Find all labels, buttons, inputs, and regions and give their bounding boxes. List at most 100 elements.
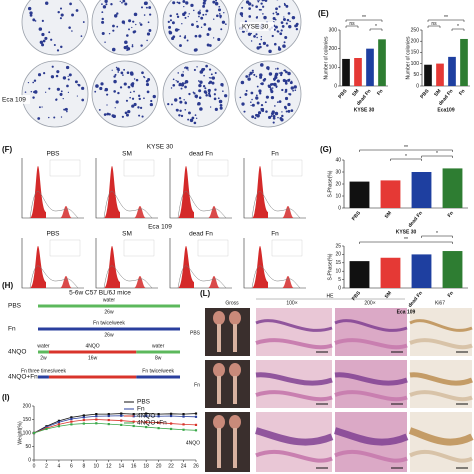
- colony: [146, 39, 148, 42]
- colony: [195, 117, 198, 119]
- colony: [104, 0, 108, 3]
- y-tick-label: 150: [23, 417, 32, 423]
- colony: [250, 104, 252, 107]
- bar: [354, 58, 362, 86]
- esophagus: [217, 324, 221, 352]
- colony: [178, 114, 181, 117]
- label-bg: [0, 95, 30, 104]
- colony: [50, 75, 55, 79]
- colony: [33, 90, 38, 94]
- colony: [288, 24, 292, 29]
- colony: [281, 114, 284, 118]
- group-label: PBS: [46, 231, 60, 238]
- y-tick-label: 20: [335, 252, 341, 258]
- colony: [290, 86, 294, 90]
- colony: [185, 1, 189, 5]
- colony: [248, 75, 250, 78]
- colony: [197, 80, 200, 82]
- colony: [202, 13, 205, 16]
- g1-peak: [30, 166, 46, 218]
- g2-peak: [60, 206, 72, 218]
- colony: [214, 71, 217, 74]
- colony: [192, 91, 195, 94]
- sig-label: *: [436, 151, 438, 157]
- x-tick-label: 24: [181, 463, 187, 469]
- label-bg: [240, 22, 274, 31]
- colony: [278, 100, 282, 103]
- colony: [282, 18, 286, 22]
- colony: [133, 78, 136, 80]
- marker: [82, 418, 85, 422]
- colony: [127, 85, 131, 89]
- segment: [136, 375, 180, 379]
- x-axis-label: KYSE 30: [396, 229, 417, 235]
- colony: [178, 97, 182, 100]
- colony: [241, 6, 244, 9]
- y-tick-label: 0: [338, 285, 341, 291]
- colony: [219, 103, 223, 107]
- colony: [262, 13, 264, 15]
- bar: [342, 58, 350, 86]
- colony: [245, 89, 248, 92]
- colony: [59, 17, 62, 20]
- colony: [275, 7, 278, 11]
- colony: [148, 29, 152, 32]
- colony: [137, 106, 140, 109]
- colony: [280, 21, 284, 24]
- colony: [290, 109, 294, 112]
- colony: [218, 13, 221, 15]
- colony: [187, 69, 189, 71]
- colony: [133, 102, 137, 107]
- colony: [191, 23, 194, 27]
- dish: [91, 0, 159, 56]
- bar: [411, 254, 432, 288]
- group-label: Fn: [271, 231, 279, 238]
- weeks-label: 26w: [104, 309, 114, 315]
- colony: [256, 101, 260, 105]
- colony: [194, 94, 199, 98]
- marker: [120, 419, 123, 422]
- colony: [148, 6, 152, 9]
- colony: [280, 29, 283, 32]
- x-tick-label: SM: [384, 290, 393, 300]
- colony: [187, 118, 190, 121]
- colony: [171, 21, 175, 25]
- sig-bracket: [369, 28, 383, 31]
- colony: [190, 3, 194, 8]
- colony: [143, 97, 145, 100]
- row-label: Fn: [194, 382, 200, 388]
- colony: [249, 71, 253, 75]
- marker: [70, 417, 73, 421]
- colony: [60, 13, 64, 17]
- panel-label: (F): [2, 145, 13, 154]
- colony: [285, 110, 288, 113]
- colony: [286, 18, 290, 22]
- colony: [174, 28, 179, 32]
- colony: [39, 40, 44, 45]
- colony: [64, 107, 68, 111]
- colony: [114, 14, 118, 18]
- sig-label: *: [405, 154, 407, 160]
- colony: [194, 34, 198, 38]
- g2-peak: [134, 206, 146, 218]
- marker: [45, 427, 48, 431]
- marker: [145, 425, 148, 429]
- colony: [198, 83, 202, 88]
- y-tick-label: 100: [411, 61, 420, 67]
- colony: [272, 16, 276, 20]
- x-tick-label: SM: [433, 88, 442, 98]
- colony: [68, 26, 71, 29]
- x-tick-label: Fn: [447, 210, 456, 219]
- sig-label: ns: [349, 21, 355, 27]
- colony: [184, 16, 187, 19]
- marker: [157, 413, 160, 416]
- fit-curve: [29, 265, 79, 289]
- column-header: Ki67: [435, 300, 445, 306]
- colony: [29, 14, 33, 17]
- epithelium: [255, 319, 333, 332]
- panel-label: (L): [200, 289, 211, 298]
- row-label: 4NQO: [8, 349, 26, 356]
- stats-box: [123, 159, 155, 177]
- sig-bracket: [427, 25, 441, 28]
